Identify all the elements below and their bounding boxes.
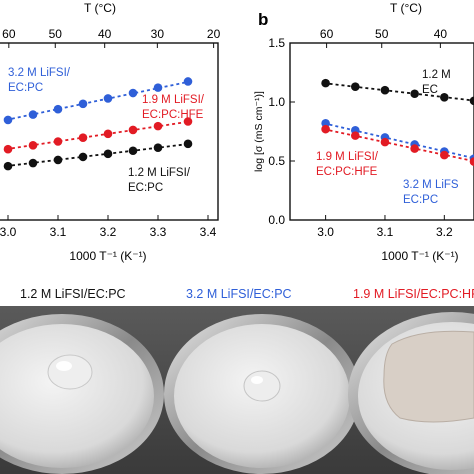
chart1-top-tick-label: 60: [2, 27, 16, 41]
chart2-top-tick-label: 50: [375, 27, 389, 41]
chart1-series-2-point: [128, 125, 138, 135]
chart2-legend-label: EC:PC:HFE: [316, 166, 378, 178]
conductivity-charts: 3.0 3.1 3.2 3.3 3.4 60 50 40 30 20 T (°C) 1000 T⁻¹ …: [0, 1, 474, 263]
chart2-series-1-point: [380, 85, 390, 95]
photo-caption-2: 3.2 M LiFSI/EC:PC: [186, 287, 292, 301]
chart2-legend-label: EC: [422, 84, 438, 96]
chart1-top-tick-label: 40: [98, 27, 112, 41]
chart2-top-axis-label: T (°C): [390, 1, 422, 15]
chart1-x-tick-label: 3.2: [100, 225, 117, 239]
chart1-top-tick-label: 30: [151, 27, 165, 41]
chart2-x-tick-label: 3.0: [317, 225, 334, 239]
chart2-series-1-fit-line: [323, 82, 474, 102]
chart1-legend-label: EC:PC: [128, 182, 163, 194]
chart1-series-1-point: [3, 115, 13, 125]
chart2-series-2-point: [321, 118, 330, 128]
chart1-series-3-point: [103, 149, 113, 159]
chart2-top-tick-label: 40: [434, 27, 448, 41]
chart1-series-2-point: [53, 137, 63, 146]
chart2-series-1-point: [410, 89, 419, 99]
chart2-series-2-fit-line: [323, 122, 474, 160]
chart2-series-1-point: [321, 78, 330, 88]
chart2-panel-label: b: [258, 10, 268, 29]
chart2-legend-label: 3.2 M LiFS: [403, 179, 459, 191]
chart2-x-axis-label: 1000 T⁻¹ (K⁻¹): [381, 249, 458, 263]
chart2-y-tick-label: 1.5: [268, 36, 285, 50]
chart1-series-3-point: [28, 158, 38, 168]
chart1-x-tick-label: 3.1: [50, 225, 67, 239]
chart2-x-tick-label: 3.1: [377, 225, 394, 239]
chart2-y-axis-label: log [σ (mS cm⁻¹)]: [253, 91, 265, 172]
pan-3: [348, 312, 474, 474]
pan-2: [164, 314, 360, 474]
chart2-series-1-point: [469, 96, 474, 106]
chart1-series-1-point: [78, 99, 88, 109]
liquid-droplet: [243, 370, 281, 402]
chart1-top-axis-label: T (°C): [84, 1, 116, 15]
chart1-series-3-point: [53, 155, 63, 165]
chart1-series-3-point: [78, 152, 88, 162]
chart2-legend-label: 1.2 M: [422, 69, 451, 81]
chart2-series-3-point: [440, 150, 449, 160]
chart1-top-tick-label: 50: [49, 27, 63, 41]
chart1-series-2-point: [153, 121, 163, 131]
chart1-x-axis-label: 1000 T⁻¹ (K⁻¹): [69, 249, 146, 263]
chart1-series-3-point: [3, 161, 13, 171]
liquid-droplet: [47, 354, 93, 390]
chart2-top-tick-label: 60: [320, 27, 334, 41]
chart2-y-tick-label: 0.5: [268, 154, 285, 168]
chart1-legend-label: EC:PC:HFE: [142, 109, 204, 121]
chart1-x-tick-label: 3.0: [0, 225, 17, 239]
chart2-series-3-point: [410, 144, 419, 153]
chart2-legend-label: EC:PC: [403, 194, 438, 206]
chart2-series-3-point: [380, 137, 390, 147]
chart1-series-3-point: [153, 143, 163, 152]
chart2-series-1-point: [350, 82, 360, 91]
chart2-series-3-point: [350, 131, 360, 140]
chart2-legend-label: 1.9 M LiFSI/: [316, 151, 379, 163]
chart1-series-3-point: [128, 146, 138, 156]
chart2-series-3-fit-line: [323, 128, 474, 163]
chart1-series-1-point: [53, 104, 63, 114]
chart1-legend-label: EC:PC: [8, 82, 43, 94]
chart1-series-2-point: [183, 117, 193, 126]
chart2-x-tick-label: 3.2: [436, 225, 453, 239]
chart1-series-1-point: [183, 77, 193, 86]
chart1-legend-label: 1.9 M LiFSI/: [142, 94, 205, 106]
chart1-series-1-point: [128, 88, 138, 98]
chart1-x-tick-label: 3.3: [150, 225, 167, 239]
chart2-series-3-point: [469, 157, 474, 166]
chart2-y-tick-label: 1.0: [268, 95, 285, 109]
chart1-series-1-point: [153, 83, 163, 92]
chart1-series-2-point: [103, 129, 113, 139]
chart1-series-2-point: [28, 141, 38, 150]
pan-1: [0, 314, 164, 474]
chart1-top-tick-label: 20: [207, 27, 221, 41]
chart1-series-1-point: [103, 94, 113, 103]
gel-electrolyte: [383, 330, 474, 423]
electrolyte-photo: [0, 306, 474, 474]
chart1-x-tick-label: 3.4: [200, 225, 217, 239]
chart1-series-2-point: [78, 133, 88, 142]
photo-caption-3: 1.9 M LiFSI/EC:PC:HFE: [353, 287, 474, 301]
chart1-series-1-point: [28, 110, 38, 119]
chart2-series-3-point: [321, 124, 330, 134]
chart1-legend-label: 3.2 M LiFSI/: [8, 67, 71, 79]
chart2-y-tick-label: 0.0: [268, 213, 285, 227]
photo-caption-1: 1.2 M LiFSI/EC:PC: [20, 287, 126, 301]
chart1-legend-label: 1.2 M LiFSI/: [128, 167, 191, 179]
chart2-series-1-point: [440, 92, 449, 102]
chart1-series-2-point: [3, 144, 13, 154]
chart1-series-3-point: [183, 139, 193, 149]
